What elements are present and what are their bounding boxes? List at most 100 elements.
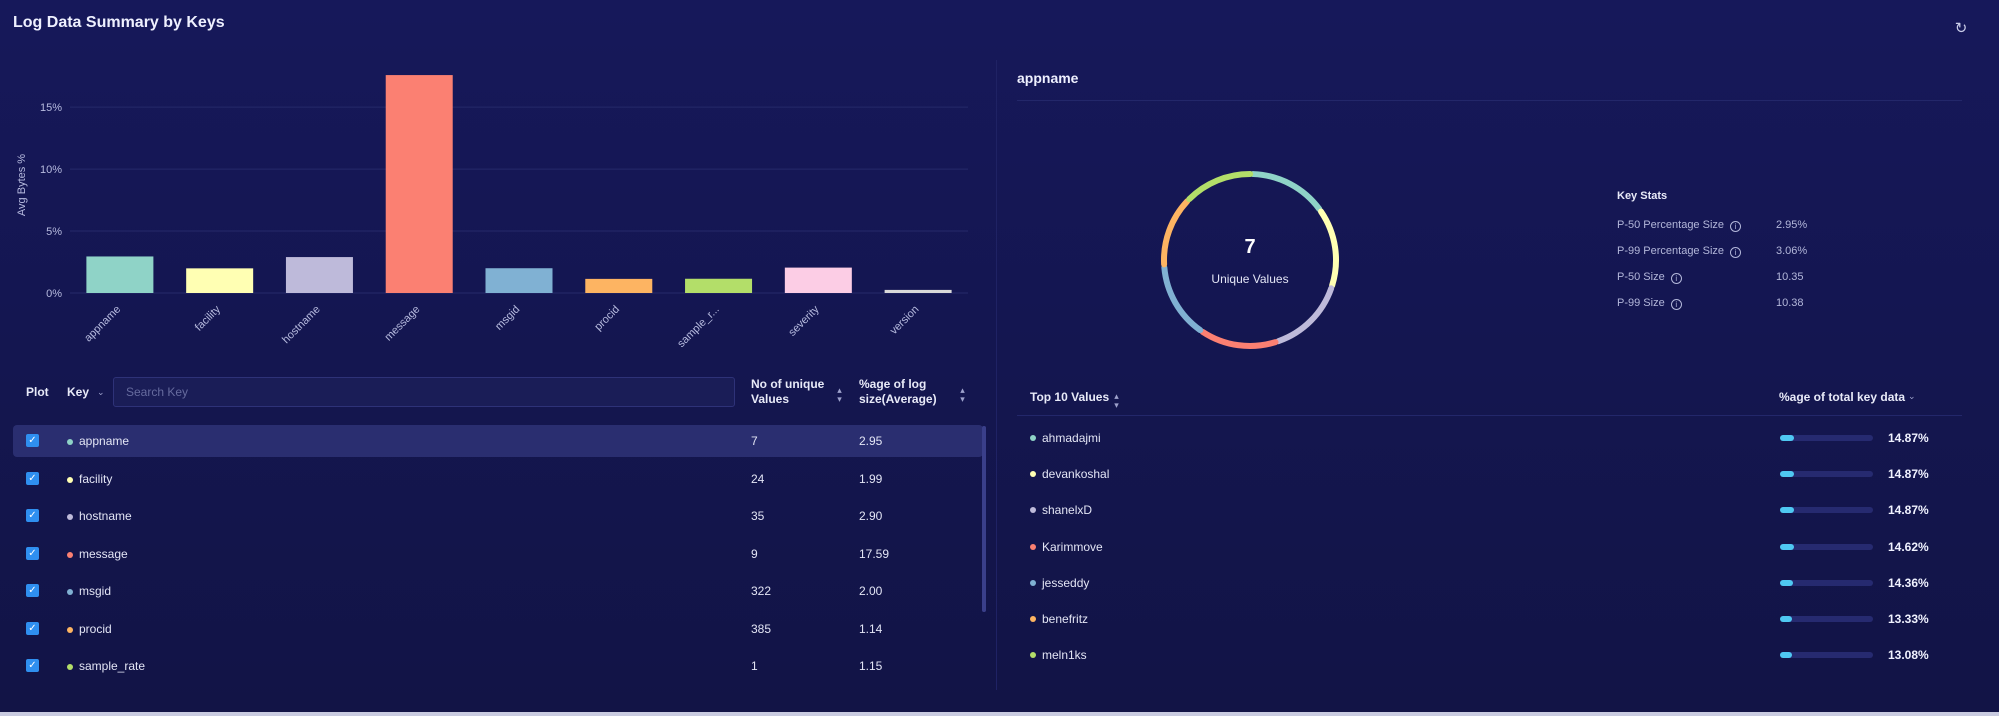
donut-label: Unique Values <box>1211 272 1289 286</box>
bar-sample_r...[interactable] <box>685 278 753 293</box>
plot-checkbox[interactable]: ✓ <box>26 546 39 560</box>
list-item[interactable]: jesseddy 14.36% <box>1030 574 1970 594</box>
list-item[interactable]: shanelxD 14.87% <box>1030 501 1970 521</box>
log-size-header-line1: %age of log <box>859 377 927 391</box>
key-stat-value: 10.35 <box>1776 271 1804 283</box>
table-row[interactable]: ✓ hostname 35 2.90 <box>13 500 983 532</box>
unique-count: 24 <box>751 471 765 486</box>
value-name: meln1ks <box>1042 648 1087 663</box>
plot-checkbox[interactable]: ✓ <box>26 621 39 635</box>
value-color-dot <box>1030 616 1036 622</box>
log-size-pct: 2.90 <box>859 509 883 523</box>
plot-checkbox[interactable]: ✓ <box>26 659 39 672</box>
log-size-pct: 1.15 <box>859 659 883 673</box>
log-size-header[interactable]: %age of log size(Average) <box>859 377 937 407</box>
pct-progress-bar <box>1780 471 1873 478</box>
list-item[interactable]: Karimmove 14.62% <box>1030 538 1970 558</box>
key-name: appname <box>79 434 130 448</box>
plot-checkbox[interactable]: ✓ <box>26 509 39 522</box>
pct-progress-fill <box>1780 543 1794 550</box>
key-stat-label-text: P-50 Size <box>1617 271 1665 283</box>
list-item[interactable]: ahmadajmi 14.87% <box>1030 429 1970 449</box>
pct-progress-bar <box>1780 616 1873 622</box>
refresh-icon[interactable]: ↻ <box>1954 20 1968 37</box>
value-pct: 14.87% <box>1888 467 1929 482</box>
table-row[interactable]: ✓ sample_rate 1 1.15 <box>13 650 983 682</box>
list-item[interactable]: benefritz 13.33% <box>1030 610 1970 630</box>
key-color-dot <box>67 589 73 595</box>
top-values-header[interactable]: Top 10 Values <box>1030 390 1110 404</box>
unique-values-header[interactable]: No of unique Values <box>751 377 824 407</box>
sort-icon[interactable]: ▴ ▾ <box>960 385 965 404</box>
key-name: msgid <box>79 584 112 598</box>
table-row[interactable]: ✓ message 9 17.59 <box>13 538 983 570</box>
list-item[interactable]: devankoshal 14.87% <box>1030 465 1970 485</box>
pct-progress-bar <box>1780 652 1873 659</box>
table-row[interactable]: ✓ procid 385 1.14 <box>13 613 983 645</box>
key-column-header[interactable]: Key <box>67 385 90 399</box>
bar-appname[interactable] <box>86 256 154 293</box>
x-tick-label: message <box>382 303 422 343</box>
bar-message[interactable] <box>385 75 453 294</box>
unique-count: 385 <box>751 621 772 636</box>
plot-checkbox[interactable]: ✓ <box>26 434 39 447</box>
sort-icon[interactable]: ▴ ▾ <box>837 385 842 404</box>
donut-value: 7 <box>1244 236 1256 258</box>
bar-hostname[interactable] <box>285 257 353 293</box>
bar-version[interactable] <box>884 289 952 293</box>
chevron-down-icon[interactable]: ⌄ <box>97 387 105 397</box>
key-stat-label: P-99 Percentage Size i <box>1617 244 1742 258</box>
table-row[interactable]: ✓ facility 24 1.99 <box>13 463 983 495</box>
bar-facility[interactable] <box>186 268 254 293</box>
x-tick-label: appname <box>82 303 123 344</box>
y-tick-label: 5% <box>46 226 62 238</box>
sort-icon[interactable]: ▴ ▾ <box>1114 391 1119 410</box>
bar-msgid[interactable] <box>485 268 553 293</box>
y-axis-label: Avg Bytes % <box>16 154 28 216</box>
pct-progress-fill <box>1780 507 1794 514</box>
donut-segment <box>1250 171 1323 213</box>
key-stats-title: Key Stats <box>1617 190 1668 202</box>
list-item[interactable]: meln1ks 13.08% <box>1030 646 1970 666</box>
bar-procid[interactable] <box>585 278 653 293</box>
window-bottom-edge <box>0 712 1999 716</box>
pct-progress-bar <box>1780 507 1873 514</box>
plot-checkbox[interactable]: ✓ <box>26 584 39 597</box>
pct-progress-fill <box>1780 471 1794 478</box>
x-tick-label: sample_r... <box>675 303 722 350</box>
value-name: Karimmove <box>1042 539 1103 554</box>
log-size-pct: 2.95 <box>859 434 883 448</box>
value-name: benefritz <box>1042 612 1089 626</box>
value-color-dot <box>1030 579 1036 586</box>
key-color-dot <box>67 439 73 445</box>
key-stat-label: P-50 Percentage Size i <box>1617 218 1742 232</box>
info-icon[interactable]: i <box>1670 299 1682 310</box>
bar-severity[interactable] <box>784 267 852 293</box>
x-tick-label: facility <box>193 303 223 333</box>
y-tick-label: 0% <box>46 288 62 300</box>
x-tick-label: severity <box>786 303 822 339</box>
value-pct: 13.33% <box>1888 612 1929 626</box>
table-row[interactable]: ✓ appname 7 2.95 <box>13 425 983 457</box>
pct-progress-fill <box>1780 616 1793 622</box>
pct-total-header[interactable]: %age of total key data <box>1779 390 1906 404</box>
chevron-down-icon[interactable]: ⌄ <box>1908 391 1916 401</box>
scrollbar-thumb[interactable] <box>982 426 986 612</box>
donut-segment <box>1199 328 1279 349</box>
info-icon[interactable]: i <box>1730 247 1742 258</box>
key-stat-label-text: P-99 Size <box>1617 297 1665 309</box>
plot-checkbox[interactable]: ✓ <box>26 471 39 485</box>
x-tick-label: procid <box>592 303 622 333</box>
table-row[interactable]: ✓ msgid 322 2.00 <box>13 575 983 607</box>
key-color-dot <box>67 514 73 520</box>
unique-values-header-line1: No of unique <box>751 377 825 391</box>
search-key-input[interactable] <box>113 377 735 407</box>
info-icon[interactable]: i <box>1730 221 1742 232</box>
key-stat-value: 2.95% <box>1776 219 1808 231</box>
key-stat-label-text: P-50 Percentage Size <box>1617 219 1725 231</box>
divider <box>1017 415 1962 416</box>
info-icon[interactable]: i <box>1670 273 1682 284</box>
donut-segment <box>1186 171 1254 203</box>
divider <box>1017 100 1962 101</box>
